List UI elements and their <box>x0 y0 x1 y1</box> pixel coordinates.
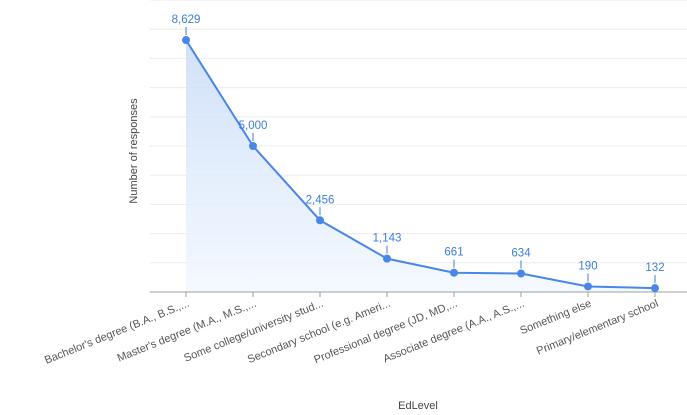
series-line <box>185 39 656 290</box>
data-point <box>651 284 659 293</box>
data-point <box>450 268 458 277</box>
data-label: 132 <box>645 262 664 274</box>
area-fill <box>186 40 655 292</box>
x-axis-title: EdLevel <box>398 400 438 412</box>
data-point <box>249 142 257 150</box>
data-label: 634 <box>511 247 531 259</box>
data-label: 8,629 <box>172 14 201 26</box>
data-point <box>584 282 592 291</box>
x-axis-ticks <box>185 292 656 297</box>
data-point <box>383 254 391 263</box>
data-label: 5,000 <box>239 120 268 132</box>
data-label: 190 <box>578 260 597 272</box>
x-tick-label: Primary/elementary school <box>535 298 660 358</box>
data-points <box>182 36 659 293</box>
data-point <box>517 269 525 278</box>
data-point <box>316 216 324 225</box>
x-axis-tick-labels: Bachelor's degree (B.A., B.S.,...Master'… <box>43 298 660 367</box>
data-label: 661 <box>444 247 463 259</box>
data-labels: 8,629 5,000 2,456 1,143 661 634 190 132 <box>172 14 665 284</box>
y-axis-title: Number of responses <box>128 98 140 204</box>
data-point <box>182 36 190 45</box>
data-label: 1,143 <box>373 233 402 245</box>
data-label: 2,456 <box>306 194 335 206</box>
